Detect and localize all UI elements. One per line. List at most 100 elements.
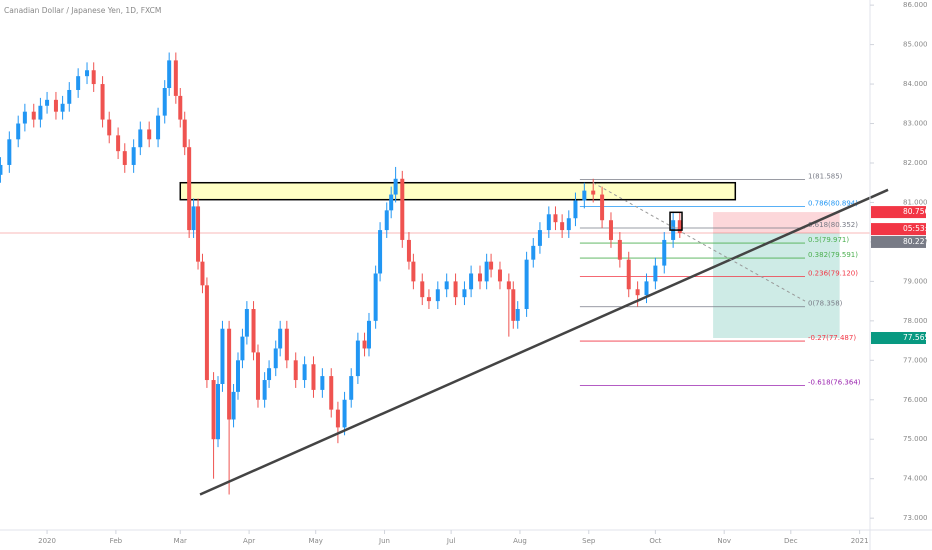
x-tick-label: 2020 xyxy=(38,537,56,545)
y-tick-label: 81.000 xyxy=(903,198,928,206)
candle-body xyxy=(156,115,161,140)
y-tick-label: 78.000 xyxy=(903,317,928,325)
candle-body xyxy=(273,348,278,369)
candle-body xyxy=(342,399,347,428)
candle-body xyxy=(216,383,221,440)
candle-body xyxy=(506,281,511,290)
candle-body xyxy=(489,261,494,270)
candle-body xyxy=(182,119,187,148)
trendline xyxy=(199,188,889,496)
candle-body xyxy=(311,364,316,390)
candle-body xyxy=(553,214,558,223)
x-tick-label: Oct xyxy=(649,537,661,545)
candle-body xyxy=(617,239,622,260)
y-tick-label: 77.000 xyxy=(903,356,928,364)
x-tick-label: Dec xyxy=(784,537,798,545)
candle-body xyxy=(373,273,378,321)
candle-body xyxy=(196,206,201,262)
candle-body xyxy=(267,368,272,381)
stop-price-label-box xyxy=(871,206,926,219)
candle-body xyxy=(200,261,205,286)
candle-body xyxy=(644,281,649,296)
x-tick-label: Aug xyxy=(513,537,527,545)
candle-body xyxy=(426,297,431,302)
candle-body xyxy=(393,178,398,195)
fib-label: 0.618(80.352) xyxy=(808,221,858,229)
x-tick-label: Apr xyxy=(243,537,255,545)
candle-body xyxy=(366,320,371,349)
candle-body xyxy=(211,380,216,440)
fib-label: 0.382(79.591) xyxy=(808,251,858,259)
candle-body xyxy=(626,259,631,290)
candle-body xyxy=(255,352,260,400)
countdown: 05:53:51 xyxy=(903,224,932,233)
x-tick-label: Jun xyxy=(378,537,390,545)
candle-body xyxy=(635,289,640,296)
drawings xyxy=(0,178,870,386)
candle-body xyxy=(378,230,383,274)
candle-body xyxy=(53,99,58,112)
candle-body xyxy=(178,95,183,120)
fib-label: 0(78.358) xyxy=(808,300,843,308)
marker-box xyxy=(669,211,683,231)
x-tick-label: Mar xyxy=(174,537,187,545)
candle-body xyxy=(444,281,449,290)
candle-body xyxy=(76,76,81,90)
axes: 73.000 74.000 75.000 76.000 77.000 78.000 79.0… xyxy=(38,1,932,545)
entry-price-label-box xyxy=(871,235,926,248)
candle-body xyxy=(173,60,178,96)
projection xyxy=(592,182,806,302)
y-tick-label: 74.000 xyxy=(903,475,928,483)
candle-body xyxy=(16,123,21,140)
fib-label: 0.5(79.971) xyxy=(808,236,849,244)
candle-body xyxy=(531,245,536,260)
candle-body xyxy=(31,111,36,120)
stop-price-label: 80.756 xyxy=(903,207,929,216)
candle-body xyxy=(293,360,298,381)
resistance-zone xyxy=(179,181,737,201)
candle-body xyxy=(406,239,411,262)
y-tick-label: 75.000 xyxy=(903,435,928,443)
candle-body xyxy=(362,340,367,349)
fib-label: -0.618(76.364) xyxy=(808,378,861,386)
candle-body xyxy=(349,376,354,400)
candle-body xyxy=(573,200,578,219)
candle-body xyxy=(384,210,389,231)
candle-body xyxy=(67,89,72,104)
candle-body xyxy=(566,218,571,231)
candle-body xyxy=(147,129,152,140)
candle-body xyxy=(60,103,65,112)
x-tick-label: Nov xyxy=(717,537,731,545)
candle-body xyxy=(38,105,43,120)
candle-body xyxy=(389,194,394,211)
fib-label: 0.236(79.120) xyxy=(808,270,858,278)
candle-body xyxy=(138,129,143,148)
y-tick-label: 76.000 xyxy=(903,396,928,404)
candle-body xyxy=(122,151,127,165)
candle-body xyxy=(131,147,136,165)
x-tick-label: Feb xyxy=(110,537,123,545)
candle-body xyxy=(677,220,682,233)
candle-body xyxy=(251,309,256,353)
candle-body xyxy=(0,164,3,175)
x-tick-label: May xyxy=(308,537,322,545)
overlays: 1(81.585) 0.786(80.894) 0.618(80.352) 0.5(7… xyxy=(199,172,889,496)
candle-body xyxy=(484,261,489,282)
y-tick-label: 83.000 xyxy=(903,120,928,128)
y-tick-label: 86.000 xyxy=(903,1,928,9)
fib-label: -0.27(77.487) xyxy=(808,334,856,342)
candle-body xyxy=(320,376,325,390)
candle-body xyxy=(116,135,121,152)
candle-body xyxy=(100,84,105,120)
candle-body xyxy=(411,261,416,282)
candle-body xyxy=(462,289,467,298)
x-tick-label: Jul xyxy=(446,537,456,545)
y-tick-label: 73.000 xyxy=(903,514,928,522)
candle-body xyxy=(591,190,596,195)
candle-body xyxy=(91,70,96,85)
candle-body xyxy=(22,111,27,124)
candle-body xyxy=(220,328,225,384)
fib-label: 0.786(80.894) xyxy=(808,200,858,208)
candle-body xyxy=(262,380,267,400)
